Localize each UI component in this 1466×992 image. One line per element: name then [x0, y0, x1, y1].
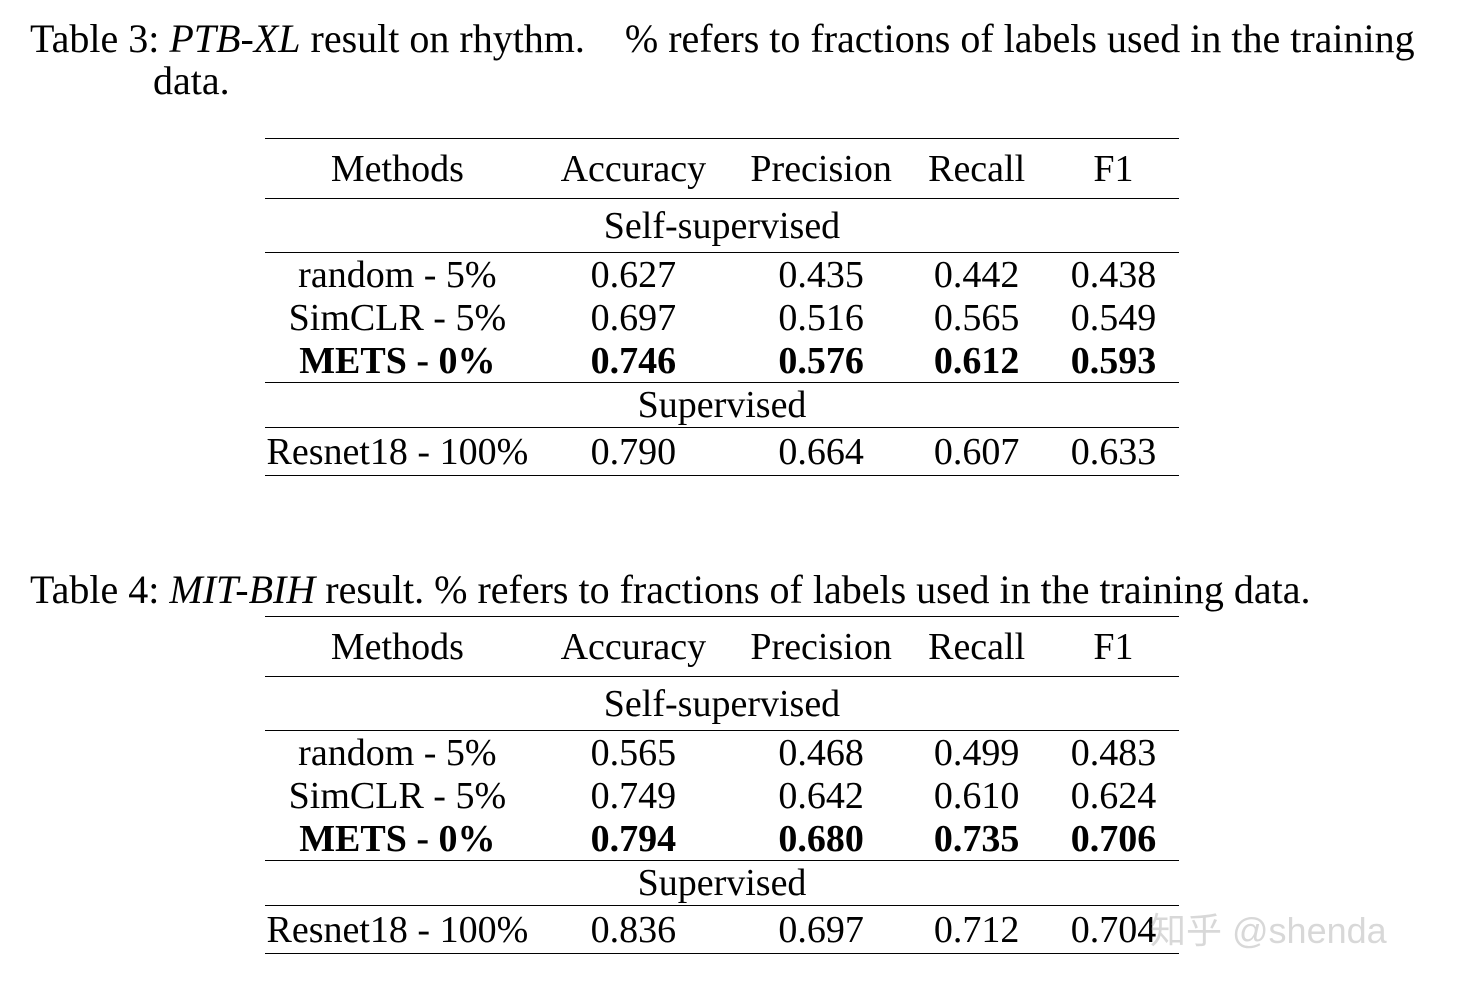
svg-text:知乎 @shenda: 知乎 @shenda: [1150, 910, 1388, 951]
